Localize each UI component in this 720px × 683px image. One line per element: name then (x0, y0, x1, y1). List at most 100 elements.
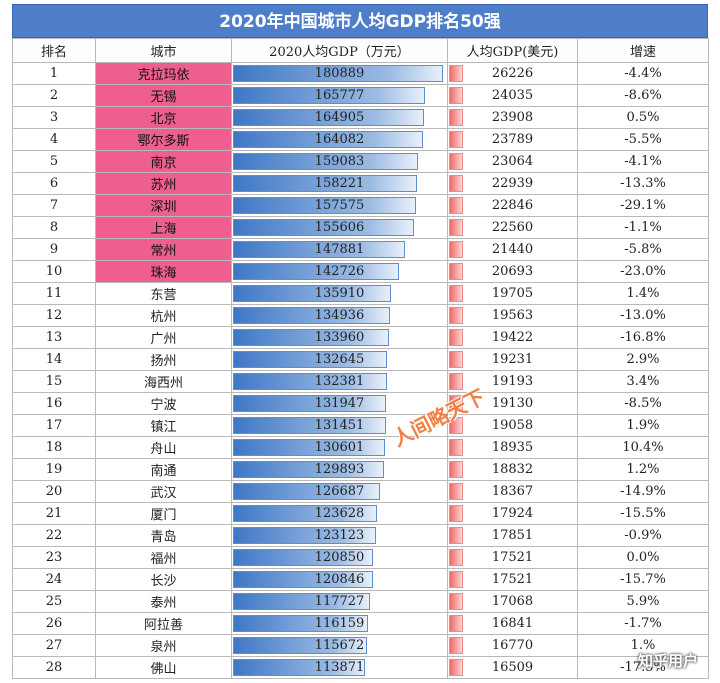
rank-cell: 14 (12, 348, 96, 371)
gdp-usd-value: 26226 (491, 66, 534, 81)
gdp-cny-value: 134936 (314, 308, 365, 323)
growth-cell: 0.0% (577, 546, 709, 569)
gdp-cny-value: 157575 (314, 198, 365, 213)
gdp-usd-cell: 23064 (447, 150, 578, 173)
rank-cell: 21 (12, 502, 96, 525)
gdp-bar (233, 175, 417, 192)
gdp-bar (233, 153, 418, 170)
gdp-bar (233, 241, 405, 258)
growth-cell: -14.9% (577, 480, 709, 503)
gdp-cny-cell: 130601 (231, 436, 448, 459)
city-cell: 克拉玛依 (95, 62, 232, 85)
table-row: 25 泰州 117727 17068 5.9% (12, 590, 709, 613)
gdp-usd-value: 18935 (491, 440, 534, 455)
gdp-cny-value: 164905 (314, 110, 365, 125)
usd-marker (449, 417, 463, 434)
gdp-bar (233, 527, 376, 544)
gdp-bar (233, 417, 386, 434)
gdp-cny-cell: 123628 (231, 502, 448, 525)
usd-marker (449, 241, 463, 258)
header-city: 城市 (95, 38, 232, 63)
growth-cell: -15.5% (577, 502, 709, 525)
gdp-bar (233, 285, 391, 302)
usd-marker (449, 571, 463, 588)
rank-cell: 18 (12, 436, 96, 459)
rank-cell: 16 (12, 392, 96, 415)
usd-marker (449, 329, 463, 346)
gdp-cny-cell: 126687 (231, 480, 448, 503)
growth-cell: -5.5% (577, 128, 709, 151)
gdp-cny-cell: 147881 (231, 238, 448, 261)
gdp-cny-value: 123123 (314, 528, 365, 543)
gdp-usd-cell: 19705 (447, 282, 578, 305)
gdp-usd-value: 23908 (491, 110, 534, 125)
gdp-usd-value: 22939 (491, 176, 534, 191)
gdp-bar (233, 395, 386, 412)
rank-cell: 7 (12, 194, 96, 217)
gdp-cny-cell: 133960 (231, 326, 448, 349)
gdp-bar (233, 659, 365, 676)
usd-marker (449, 109, 463, 126)
usd-marker (449, 87, 463, 104)
growth-cell: -29.1% (577, 194, 709, 217)
growth-cell: -8.5% (577, 392, 709, 415)
gdp-usd-value: 19231 (491, 352, 534, 367)
rank-cell: 24 (12, 568, 96, 591)
gdp-usd-value: 17924 (491, 506, 534, 521)
growth-cell: -8.6% (577, 84, 709, 107)
growth-cell: -4.4% (577, 62, 709, 85)
table-row: 24 长沙 120846 17521 -15.7% (12, 568, 709, 591)
gdp-cny-cell: 132381 (231, 370, 448, 393)
gdp-usd-value: 19193 (491, 374, 534, 389)
gdp-cny-value: 115672 (314, 638, 365, 653)
gdp-usd-value: 17521 (491, 550, 534, 565)
gdp-cny-value: 116159 (314, 616, 365, 631)
rank-cell: 3 (12, 106, 96, 129)
gdp-bar (233, 263, 399, 280)
rank-cell: 15 (12, 370, 96, 393)
rank-cell: 28 (12, 656, 96, 679)
gdp-cny-cell: 164082 (231, 128, 448, 151)
header-row: 排名 城市 2020人均GDP（万元） 人均GDP(美元) 增速 (12, 38, 709, 63)
city-cell: 泰州 (95, 590, 232, 613)
city-cell: 珠海 (95, 260, 232, 283)
gdp-usd-cell: 19231 (447, 348, 578, 371)
gdp-bar (233, 549, 373, 566)
gdp-usd-value: 19705 (491, 286, 534, 301)
gdp-usd-cell: 18832 (447, 458, 578, 481)
table-row: 14 扬州 132645 19231 2.9% (12, 348, 709, 371)
gdp-usd-cell: 19422 (447, 326, 578, 349)
gdp-usd-cell: 17068 (447, 590, 578, 613)
usd-marker (449, 659, 463, 676)
table-row: 20 武汉 126687 18367 -14.9% (12, 480, 709, 503)
rank-cell: 27 (12, 634, 96, 657)
growth-cell: 1.9% (577, 414, 709, 437)
usd-marker (449, 549, 463, 566)
table-row: 22 青岛 123123 17851 -0.9% (12, 524, 709, 547)
table-row: 4 鄂尔多斯 164082 23789 -5.5% (12, 128, 709, 151)
city-cell: 东营 (95, 282, 232, 305)
table-row: 13 广州 133960 19422 -16.8% (12, 326, 709, 349)
city-cell: 上海 (95, 216, 232, 239)
gdp-usd-cell: 17851 (447, 524, 578, 547)
gdp-usd-cell: 23789 (447, 128, 578, 151)
growth-cell: -16.8% (577, 326, 709, 349)
gdp-bar (233, 571, 373, 588)
table-row: 11 东营 135910 19705 1.4% (12, 282, 709, 305)
rank-cell: 1 (12, 62, 96, 85)
table-row: 21 厦门 123628 17924 -15.5% (12, 502, 709, 525)
usd-marker (449, 307, 463, 324)
gdp-usd-cell: 16841 (447, 612, 578, 635)
gdp-usd-cell: 26226 (447, 62, 578, 85)
gdp-cny-cell: 157575 (231, 194, 448, 217)
gdp-usd-cell: 16770 (447, 634, 578, 657)
gdp-cny-value: 117727 (314, 594, 365, 609)
gdp-cny-value: 123628 (314, 506, 365, 521)
usd-marker (449, 263, 463, 280)
gdp-usd-value: 17521 (491, 572, 534, 587)
usd-marker (449, 527, 463, 544)
city-cell: 常州 (95, 238, 232, 261)
gdp-bar (233, 505, 377, 522)
growth-cell: -23.0% (577, 260, 709, 283)
city-cell: 南京 (95, 150, 232, 173)
